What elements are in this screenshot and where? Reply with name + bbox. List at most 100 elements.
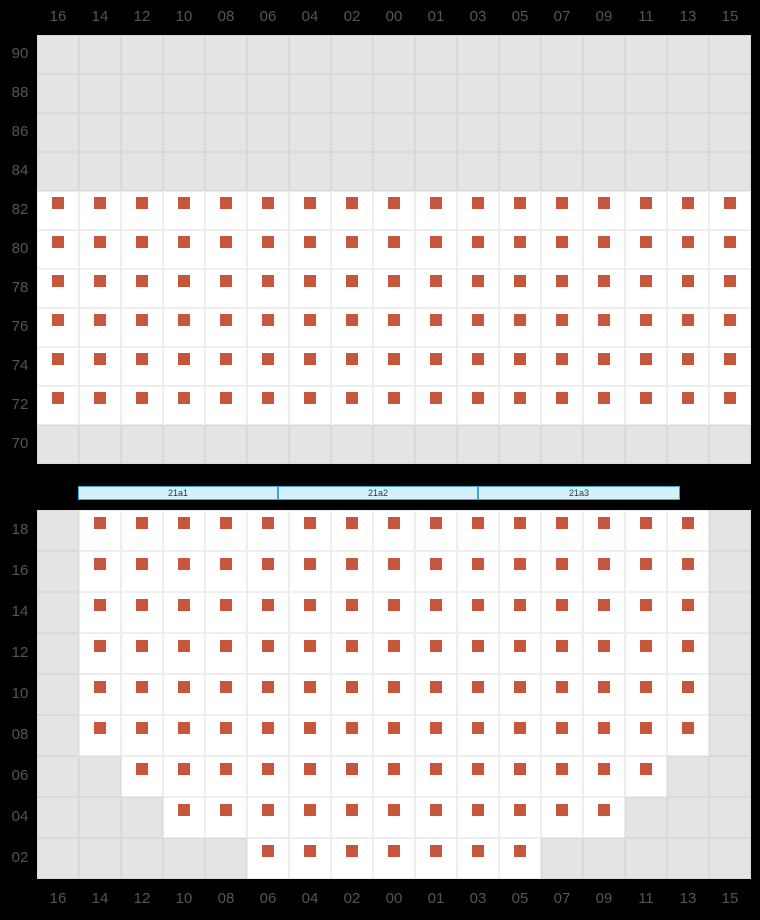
seat-marker[interactable] bbox=[724, 236, 736, 248]
seat-marker[interactable] bbox=[640, 517, 652, 529]
seat-marker[interactable] bbox=[178, 804, 190, 816]
seat-marker[interactable] bbox=[304, 275, 316, 287]
seat-marker[interactable] bbox=[220, 722, 232, 734]
seat-marker[interactable] bbox=[682, 722, 694, 734]
seat-marker[interactable] bbox=[346, 353, 358, 365]
seat-marker[interactable] bbox=[724, 353, 736, 365]
seat-marker[interactable] bbox=[304, 722, 316, 734]
seat-marker[interactable] bbox=[346, 845, 358, 857]
seat-marker[interactable] bbox=[556, 517, 568, 529]
seat-marker[interactable] bbox=[136, 681, 148, 693]
seat-marker[interactable] bbox=[178, 275, 190, 287]
seat-marker[interactable] bbox=[430, 763, 442, 775]
seat-marker[interactable] bbox=[178, 236, 190, 248]
seat-marker[interactable] bbox=[640, 236, 652, 248]
seat-marker[interactable] bbox=[682, 236, 694, 248]
seat-marker[interactable] bbox=[640, 197, 652, 209]
seat-marker[interactable] bbox=[94, 197, 106, 209]
seat-marker[interactable] bbox=[472, 804, 484, 816]
seat-marker[interactable] bbox=[178, 517, 190, 529]
seat-marker[interactable] bbox=[262, 353, 274, 365]
seat-marker[interactable] bbox=[388, 599, 400, 611]
seat-marker[interactable] bbox=[430, 517, 442, 529]
seat-marker[interactable] bbox=[682, 599, 694, 611]
seat-marker[interactable] bbox=[472, 314, 484, 326]
seat-marker[interactable] bbox=[682, 314, 694, 326]
seat-marker[interactable] bbox=[472, 845, 484, 857]
seat-marker[interactable] bbox=[430, 804, 442, 816]
seat-marker[interactable] bbox=[514, 681, 526, 693]
seat-marker[interactable] bbox=[262, 197, 274, 209]
seat-marker[interactable] bbox=[94, 722, 106, 734]
seat-marker[interactable] bbox=[598, 353, 610, 365]
seat-marker[interactable] bbox=[346, 236, 358, 248]
cabin-label[interactable]: 21a3 bbox=[478, 486, 680, 500]
seat-marker[interactable] bbox=[220, 640, 232, 652]
seat-marker[interactable] bbox=[598, 314, 610, 326]
seat-marker[interactable] bbox=[514, 599, 526, 611]
seat-marker[interactable] bbox=[598, 722, 610, 734]
seat-marker[interactable] bbox=[220, 236, 232, 248]
seat-marker[interactable] bbox=[346, 599, 358, 611]
seat-marker[interactable] bbox=[472, 558, 484, 570]
seat-marker[interactable] bbox=[682, 197, 694, 209]
seat-marker[interactable] bbox=[304, 599, 316, 611]
seat-marker[interactable] bbox=[94, 314, 106, 326]
seat-marker[interactable] bbox=[514, 275, 526, 287]
seat-marker[interactable] bbox=[556, 314, 568, 326]
seat-marker[interactable] bbox=[304, 640, 316, 652]
seat-marker[interactable] bbox=[304, 197, 316, 209]
seat-marker[interactable] bbox=[556, 197, 568, 209]
seat-marker[interactable] bbox=[178, 763, 190, 775]
seat-marker[interactable] bbox=[304, 845, 316, 857]
seat-marker[interactable] bbox=[598, 517, 610, 529]
seat-marker[interactable] bbox=[136, 722, 148, 734]
seat-marker[interactable] bbox=[178, 392, 190, 404]
seat-marker[interactable] bbox=[598, 640, 610, 652]
seat-marker[interactable] bbox=[472, 517, 484, 529]
seat-marker[interactable] bbox=[94, 236, 106, 248]
seat-marker[interactable] bbox=[136, 236, 148, 248]
seat-marker[interactable] bbox=[304, 236, 316, 248]
seat-marker[interactable] bbox=[514, 353, 526, 365]
seat-marker[interactable] bbox=[220, 314, 232, 326]
seat-marker[interactable] bbox=[472, 353, 484, 365]
seat-marker[interactable] bbox=[220, 804, 232, 816]
seat-marker[interactable] bbox=[472, 275, 484, 287]
seat-marker[interactable] bbox=[388, 392, 400, 404]
seat-marker[interactable] bbox=[430, 558, 442, 570]
seat-marker[interactable] bbox=[682, 640, 694, 652]
seat-marker[interactable] bbox=[388, 845, 400, 857]
seat-marker[interactable] bbox=[262, 722, 274, 734]
seat-marker[interactable] bbox=[178, 722, 190, 734]
seat-marker[interactable] bbox=[430, 197, 442, 209]
seat-marker[interactable] bbox=[178, 599, 190, 611]
seat-marker[interactable] bbox=[178, 681, 190, 693]
seat-marker[interactable] bbox=[304, 763, 316, 775]
seat-marker[interactable] bbox=[682, 558, 694, 570]
seat-marker[interactable] bbox=[220, 558, 232, 570]
seat-marker[interactable] bbox=[514, 517, 526, 529]
seat-marker[interactable] bbox=[388, 804, 400, 816]
seat-marker[interactable] bbox=[262, 517, 274, 529]
seat-marker[interactable] bbox=[724, 197, 736, 209]
seat-marker[interactable] bbox=[514, 845, 526, 857]
seat-marker[interactable] bbox=[136, 197, 148, 209]
seat-marker[interactable] bbox=[178, 558, 190, 570]
seat-marker[interactable] bbox=[472, 681, 484, 693]
seat-marker[interactable] bbox=[220, 517, 232, 529]
seat-marker[interactable] bbox=[346, 722, 358, 734]
seat-marker[interactable] bbox=[136, 763, 148, 775]
seat-marker[interactable] bbox=[598, 558, 610, 570]
seat-marker[interactable] bbox=[514, 236, 526, 248]
seat-marker[interactable] bbox=[262, 763, 274, 775]
seat-marker[interactable] bbox=[430, 236, 442, 248]
seat-marker[interactable] bbox=[262, 314, 274, 326]
seat-marker[interactable] bbox=[94, 599, 106, 611]
seat-marker[interactable] bbox=[682, 275, 694, 287]
seat-marker[interactable] bbox=[598, 197, 610, 209]
seat-marker[interactable] bbox=[304, 314, 316, 326]
seat-marker[interactable] bbox=[556, 804, 568, 816]
seat-marker[interactable] bbox=[514, 392, 526, 404]
seat-marker[interactable] bbox=[346, 314, 358, 326]
